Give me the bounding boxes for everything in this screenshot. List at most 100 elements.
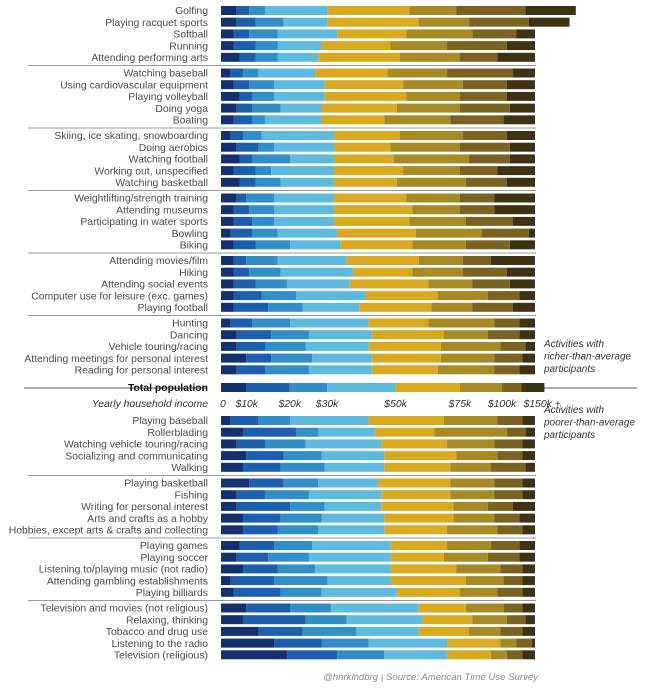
bar-row-4-3-seg-3 <box>296 291 366 301</box>
bar-row-7-0-seg-1 <box>249 478 284 488</box>
bar-row-6-1-seg-3 <box>318 427 375 437</box>
bar-row-7-1-seg-1 <box>236 490 265 500</box>
bar-row-3-3-seg-4 <box>337 228 416 238</box>
x-tick-label: $50k <box>383 399 407 410</box>
bar-row-2-1-seg-0 <box>221 142 237 152</box>
bar-row-6-1-seg-7 <box>525 427 535 437</box>
bar-row-0-1-seg-6 <box>469 17 529 27</box>
bar-row-7-3-seg-2 <box>280 513 322 523</box>
bar-row-4-1-seg-0 <box>221 267 234 277</box>
bar-row-3-1-seg-6 <box>459 205 495 215</box>
x-tick-label: $75k <box>448 399 472 410</box>
bar-row-1-2-seg-2 <box>252 91 275 101</box>
bar-row-3-0-seg-2 <box>246 193 275 203</box>
bar-row-5-4-seg-2 <box>264 365 309 375</box>
bar-row-1-4-seg-4 <box>321 115 385 125</box>
bar-row-6-4-seg-5 <box>450 462 492 472</box>
bar-row-7-4-seg-4 <box>384 525 448 535</box>
bar-label: Hiking <box>179 268 208 279</box>
bar-row-4-0-seg-5 <box>418 256 463 265</box>
bar-label: Playing racquet sports <box>105 18 208 29</box>
bar-row-8-1-seg-4 <box>390 552 444 562</box>
bar-row-5-0-seg-4 <box>368 318 429 328</box>
bar-row-1-3-seg-4 <box>321 103 397 113</box>
bar-row-9-1-seg-2 <box>305 615 347 625</box>
bar-row-4-1-seg-1 <box>233 267 250 277</box>
bar-row-6-4-seg-0 <box>221 462 243 472</box>
bar-label: Bowling <box>172 229 209 240</box>
bar-row-8-2-seg-2 <box>277 564 316 574</box>
bar-label: Attending movies/film <box>109 256 208 267</box>
bar-row-4-0-seg-6 <box>462 256 492 265</box>
bar-row-2-0-seg-0 <box>221 131 231 140</box>
bar-row-5-3-seg-1 <box>246 353 272 363</box>
bar-row-4-1-seg-4 <box>352 267 413 277</box>
bar-row-8-4-seg-6 <box>497 587 523 597</box>
bar-row-6-0-seg-0 <box>221 416 231 425</box>
bar-row-7-1-seg-5 <box>450 490 495 500</box>
bar-row-1-2-seg-6 <box>459 91 507 101</box>
bar-row-1-4-seg-0 <box>221 115 234 125</box>
bar-row-6-3-seg-7 <box>522 451 535 461</box>
bar-row-3-2-seg-5 <box>409 216 466 226</box>
bar-row-3-2-seg-7 <box>513 216 535 226</box>
bar-row-3-1-seg-0 <box>221 205 234 215</box>
bar-row-3-3-seg-3 <box>277 228 338 238</box>
bar-row-4-0-seg-2 <box>246 256 278 265</box>
bar-label: Socializing and communicating <box>65 451 208 462</box>
bar-row-0-2-seg-1 <box>233 29 250 39</box>
bar-row-1-4-seg-1 <box>233 115 253 125</box>
bar-row-2-0-seg-4 <box>334 131 400 140</box>
x-tick-label: $150k + <box>522 399 560 410</box>
bar-row-6-1-seg-2 <box>296 427 319 437</box>
bar-row-5-3-seg-6 <box>494 353 523 363</box>
bar-row-2-3-seg-4 <box>334 166 404 176</box>
bar-row-8-0-seg-4 <box>390 541 448 550</box>
bar-row-7-0-seg-4 <box>378 478 451 488</box>
bar-row-5-3-seg-3 <box>312 353 372 363</box>
bar-label: Reading for personal interest <box>75 366 209 377</box>
bar-row-7-2-seg-7 <box>513 501 535 511</box>
bar-row-9-2-seg-6 <box>500 626 523 636</box>
bar-row-5-4-seg-1 <box>236 365 265 375</box>
bar-row-0-3-seg-3 <box>277 41 322 51</box>
bar-row-7-0-seg-6 <box>494 478 523 488</box>
bar-row-8-0-seg-5 <box>447 541 492 550</box>
bar-row-5-1-seg-2 <box>271 330 309 340</box>
bar-row-3-4-seg-1 <box>233 240 256 250</box>
bar-row-9-4-seg-6 <box>506 650 523 660</box>
bar-row-9-3-seg-2 <box>321 638 369 648</box>
bar-row-0-0-seg-6 <box>456 6 526 15</box>
bar-label: Attending meetings for personal interest <box>24 354 208 365</box>
bar-row-3-2-seg-1 <box>233 216 253 226</box>
bar-row-2-0-seg-6 <box>462 131 507 140</box>
bar-row-9-0-seg-3 <box>330 603 419 613</box>
bar-row-3-1-seg-2 <box>249 205 275 215</box>
bar-row-7-4-seg-2 <box>277 525 319 535</box>
bar-row-4-3-seg-6 <box>487 291 520 301</box>
bar-row-5-1-seg-5 <box>443 330 488 340</box>
bar-row-0-3-seg-5 <box>390 41 448 51</box>
bar-row-6-4-seg-4 <box>384 462 451 472</box>
poorer-note: Activities with poorer-than-average partic… <box>543 405 635 441</box>
bar-row-2-4-seg-7 <box>506 177 535 187</box>
bar-row-0-2-seg-4 <box>337 29 407 39</box>
bar-row-0-4-seg-1 <box>239 52 256 62</box>
bar-row-3-3-seg-2 <box>252 228 278 238</box>
bar-row-3-2-seg-3 <box>274 216 335 226</box>
bar-row-2-1-seg-2 <box>258 142 275 152</box>
bar-row-3-2-seg-0 <box>221 216 234 226</box>
bar-row-1-1-seg-7 <box>506 80 535 90</box>
bar-row-1-4-seg-6 <box>450 115 504 125</box>
bar-row-0-3-seg-2 <box>255 41 278 51</box>
bar-row-9-0-seg-6 <box>503 603 523 613</box>
bar-row-6-0-seg-1 <box>230 416 259 425</box>
bar-row-4-4-seg-7 <box>513 302 535 312</box>
bar-row-6-2-seg-1 <box>236 439 265 449</box>
bar-row-8-3-seg-3 <box>327 576 391 586</box>
bar-row-7-0-seg-3 <box>318 478 378 488</box>
bar-row-6-3-seg-5 <box>456 451 498 461</box>
bar-row-6-4-seg-7 <box>525 462 535 472</box>
bar-row-5-3-seg-0 <box>221 353 247 363</box>
bar-label: Watching baseball <box>123 69 208 80</box>
